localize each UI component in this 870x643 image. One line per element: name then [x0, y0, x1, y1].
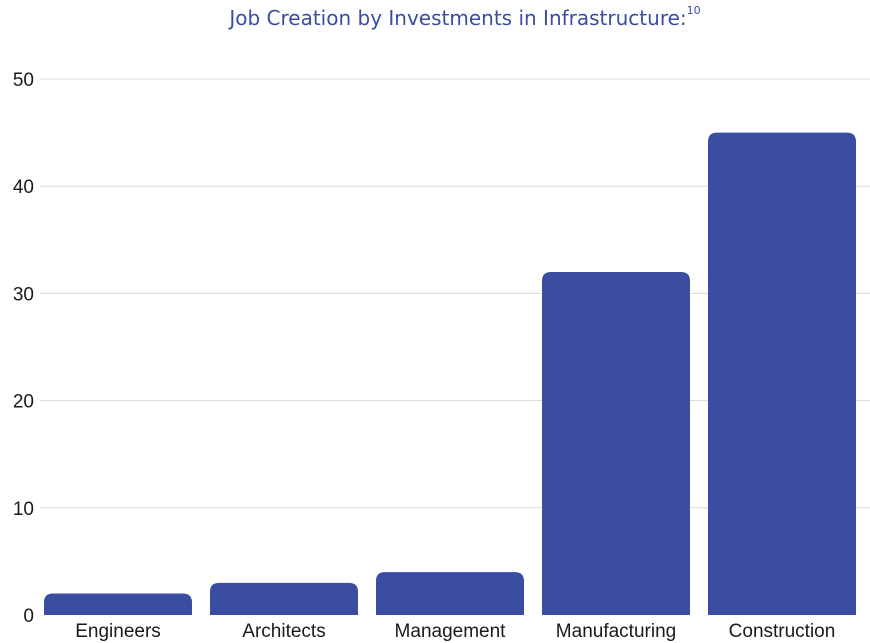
- bar-engineers: [44, 593, 192, 615]
- bar-management: [376, 572, 524, 615]
- y-tick-label: 0: [23, 606, 34, 627]
- chart-title-footnote: 10: [686, 4, 701, 18]
- x-axis-labels: Engineers Architects Management Manufacturi…: [75, 621, 835, 642]
- y-tick-label: 30: [13, 284, 34, 305]
- bars: [44, 132, 856, 615]
- x-category-label: Construction: [729, 621, 836, 642]
- bar-manufacturing: [542, 271, 690, 615]
- bar-construction: [708, 132, 856, 615]
- x-category-label: Management: [395, 621, 507, 642]
- y-tick-label: 50: [13, 70, 34, 91]
- y-tick-label: 10: [13, 499, 34, 520]
- x-category-label: Architects: [242, 621, 325, 642]
- chart-title-text: Job Creation by Investments in Infrastru…: [229, 6, 687, 30]
- y-tick-label: 40: [13, 177, 34, 198]
- bar-architects: [210, 582, 358, 615]
- x-category-label: Engineers: [75, 621, 161, 642]
- x-category-label: Manufacturing: [556, 621, 676, 642]
- y-axis-ticks: 0 10 20 30 40 50: [13, 70, 34, 627]
- y-tick-label: 20: [13, 392, 34, 413]
- chart-title: Job Creation by Investments in Infrastru…: [0, 4, 870, 30]
